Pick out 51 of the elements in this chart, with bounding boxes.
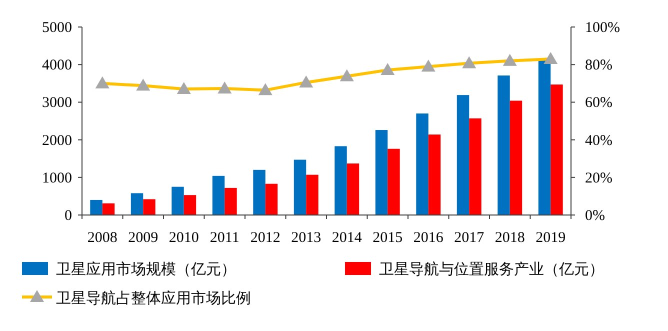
x-tick-label: 2011 (210, 230, 240, 246)
bar (172, 186, 184, 215)
bar (143, 199, 156, 215)
x-tick-label: 2012 (250, 230, 280, 246)
bar (224, 188, 237, 215)
bar (130, 193, 144, 215)
bar (498, 76, 510, 215)
bar (538, 60, 551, 215)
x-tick-label: 2018 (494, 230, 525, 246)
y-tick-label: 2000 (42, 132, 72, 149)
bar (212, 176, 225, 215)
bar (346, 163, 360, 215)
y-tick-label: 3000 (42, 95, 72, 112)
x-tick-label: 2014 (332, 230, 362, 246)
y-tick-label: 5000 (42, 20, 72, 36)
bar (388, 148, 400, 215)
bar (375, 130, 388, 215)
x-tick-label: 2017 (454, 230, 485, 246)
legend-label: 卫星导航占整体应用市场比例 (56, 289, 251, 307)
bar (294, 160, 306, 215)
y2-tick-label: 80% (585, 58, 612, 74)
x-tick-label: 2019 (536, 230, 566, 246)
bar (456, 95, 470, 215)
x-tick-label: 2013 (291, 230, 322, 246)
x-tick-label: 2016 (413, 230, 444, 246)
bar (102, 203, 115, 215)
x-tick-label: 2010 (168, 230, 199, 246)
x-tick-label: 2008 (87, 230, 118, 246)
legend-label: 卫星导航与位置服务产业（亿元） (379, 260, 604, 278)
y2-tick-label: 100% (585, 20, 620, 36)
y-tick-label: 0 (64, 208, 72, 224)
x-tick-label: 2015 (372, 230, 403, 246)
bar (550, 84, 563, 215)
y-tick-label: 1000 (42, 170, 72, 186)
y2-tick-label: 0% (585, 208, 605, 224)
bar (265, 184, 278, 215)
bar (253, 170, 266, 215)
bar (90, 200, 102, 215)
y2-tick-label: 40% (585, 132, 612, 149)
bar (306, 174, 318, 215)
bar (510, 100, 522, 215)
bar (184, 195, 196, 215)
legend-label: 卫星应用市场规模（亿元） (56, 260, 236, 278)
y2-tick-label: 60% (585, 95, 612, 112)
y-tick-label: 4000 (42, 58, 72, 74)
bar (428, 134, 441, 215)
bar (469, 118, 482, 215)
y2-tick-label: 20% (585, 170, 612, 186)
x-tick-label: 2009 (128, 230, 158, 246)
bar (416, 113, 428, 215)
bar (334, 146, 347, 215)
